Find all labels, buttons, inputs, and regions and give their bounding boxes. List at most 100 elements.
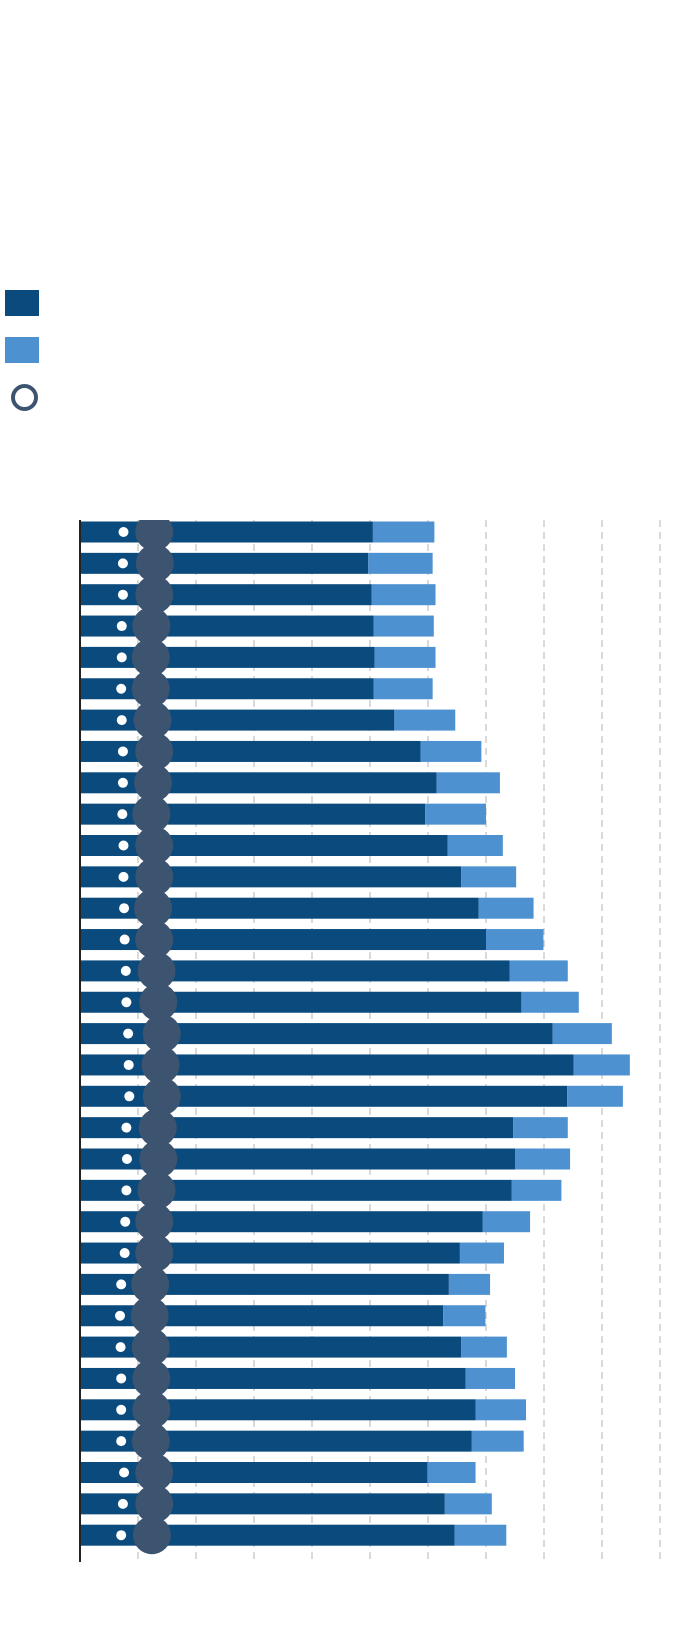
- bar-dark-24: [80, 1242, 460, 1264]
- marker-dot-4: [116, 621, 127, 632]
- bar-dark-26: [80, 1305, 444, 1327]
- marker-large-31: [135, 1453, 174, 1492]
- bar-dark-8: [80, 740, 421, 762]
- marker-large-32: [135, 1484, 174, 1523]
- marker-dot-27: [115, 1342, 126, 1353]
- marker-large-27: [131, 1328, 170, 1367]
- marker-large-8: [135, 732, 174, 771]
- bar-dark-32: [80, 1493, 445, 1515]
- bar-dark-30: [80, 1430, 472, 1452]
- bar-dark-13: [80, 897, 479, 919]
- marker-large-33: [132, 1516, 171, 1555]
- bar-light-22: [511, 1179, 562, 1201]
- marker-dot-12: [118, 871, 129, 882]
- marker-dot-13: [119, 903, 130, 914]
- bar-light-11: [447, 835, 503, 856]
- bar-dark-23: [80, 1211, 483, 1233]
- bar-light-12: [461, 866, 517, 888]
- marker-dot-30: [116, 1436, 127, 1447]
- bar-dark-28: [80, 1367, 466, 1389]
- marker-dot-20: [121, 1122, 132, 1133]
- marker-large-21: [139, 1140, 178, 1178]
- marker-large-19: [142, 1077, 181, 1116]
- marker-dot-8: [117, 746, 128, 757]
- bar-dark-21: [80, 1148, 515, 1170]
- bar-light-28: [465, 1367, 515, 1389]
- bar-dark-22: [80, 1179, 512, 1201]
- marker-large-1: [135, 520, 174, 551]
- marker-dot-2: [117, 558, 128, 569]
- marker-dot-26: [115, 1310, 126, 1321]
- marker-large-17: [142, 1014, 181, 1053]
- bar-dark-7: [80, 709, 395, 731]
- marker-dot-11: [118, 840, 129, 851]
- marker-dot-16: [121, 997, 132, 1008]
- bar-dark-9: [80, 772, 437, 794]
- marker-large-4: [132, 607, 171, 646]
- marker-large-2: [135, 544, 174, 583]
- legend-swatch-dark: [5, 290, 39, 316]
- bar-dark-33: [80, 1524, 455, 1546]
- marker-large-30: [131, 1422, 170, 1461]
- marker-dot-15: [120, 965, 131, 976]
- bar-light-29: [475, 1399, 527, 1421]
- bar-light-5: [374, 646, 436, 668]
- bar-dark-31: [80, 1462, 428, 1483]
- bar-light-27: [461, 1336, 507, 1358]
- marker-large-6: [131, 669, 170, 708]
- marker-large-9: [134, 763, 173, 802]
- markers: [115, 520, 181, 1555]
- marker-dot-3: [117, 589, 128, 600]
- bar-light-24: [459, 1242, 504, 1264]
- marker-dot-9: [117, 777, 128, 788]
- marker-dot-28: [116, 1373, 127, 1384]
- marker-large-15: [137, 951, 176, 990]
- marker-large-10: [132, 795, 171, 834]
- bar-dark-11: [80, 835, 448, 856]
- bar-light-2: [368, 552, 433, 574]
- bar-light-31: [427, 1462, 476, 1483]
- marker-large-14: [135, 920, 174, 959]
- bar-dark-15: [80, 960, 510, 982]
- marker-dot-23: [120, 1216, 131, 1227]
- bar-dark-12: [80, 866, 462, 888]
- marker-large-11: [135, 826, 174, 865]
- marker-large-25: [131, 1265, 170, 1304]
- legend-swatch-light: [5, 337, 39, 363]
- marker-large-24: [135, 1234, 174, 1273]
- bar-dark-20: [80, 1117, 514, 1139]
- marker-large-5: [131, 638, 170, 677]
- marker-large-12: [135, 857, 174, 896]
- bar-light-19: [567, 1085, 623, 1107]
- marker-dot-18: [123, 1059, 134, 1070]
- marker-dot-33: [116, 1530, 127, 1541]
- bar-light-16: [521, 991, 579, 1013]
- bar-light-3: [371, 584, 436, 606]
- marker-dot-5: [116, 652, 127, 663]
- bar-light-25: [448, 1273, 491, 1295]
- marker-dot-17: [123, 1028, 134, 1039]
- bar-light-7: [394, 709, 456, 731]
- bar-dark-29: [80, 1399, 476, 1421]
- marker-large-3: [135, 575, 174, 614]
- marker-dot-22: [121, 1185, 132, 1196]
- bar-light-14: [486, 929, 544, 951]
- bar-light-21: [515, 1148, 571, 1170]
- marker-dot-10: [117, 809, 128, 820]
- bar-dark-27: [80, 1336, 462, 1358]
- bar-light-13: [478, 897, 534, 919]
- bar-light-17: [552, 1023, 612, 1045]
- bar-light-18: [573, 1054, 630, 1076]
- marker-dot-25: [116, 1279, 127, 1290]
- marker-dot-14: [119, 934, 130, 945]
- marker-dot-31: [119, 1467, 130, 1478]
- marker-large-29: [132, 1390, 171, 1429]
- marker-large-18: [141, 1045, 180, 1084]
- bar-light-4: [373, 615, 434, 637]
- legend-marker-ring-icon: [11, 384, 38, 411]
- bar-light-32: [444, 1493, 492, 1515]
- bars: [80, 521, 630, 1546]
- marker-large-16: [139, 983, 178, 1022]
- marker-dot-21: [121, 1154, 132, 1164]
- bar-light-9: [436, 772, 500, 794]
